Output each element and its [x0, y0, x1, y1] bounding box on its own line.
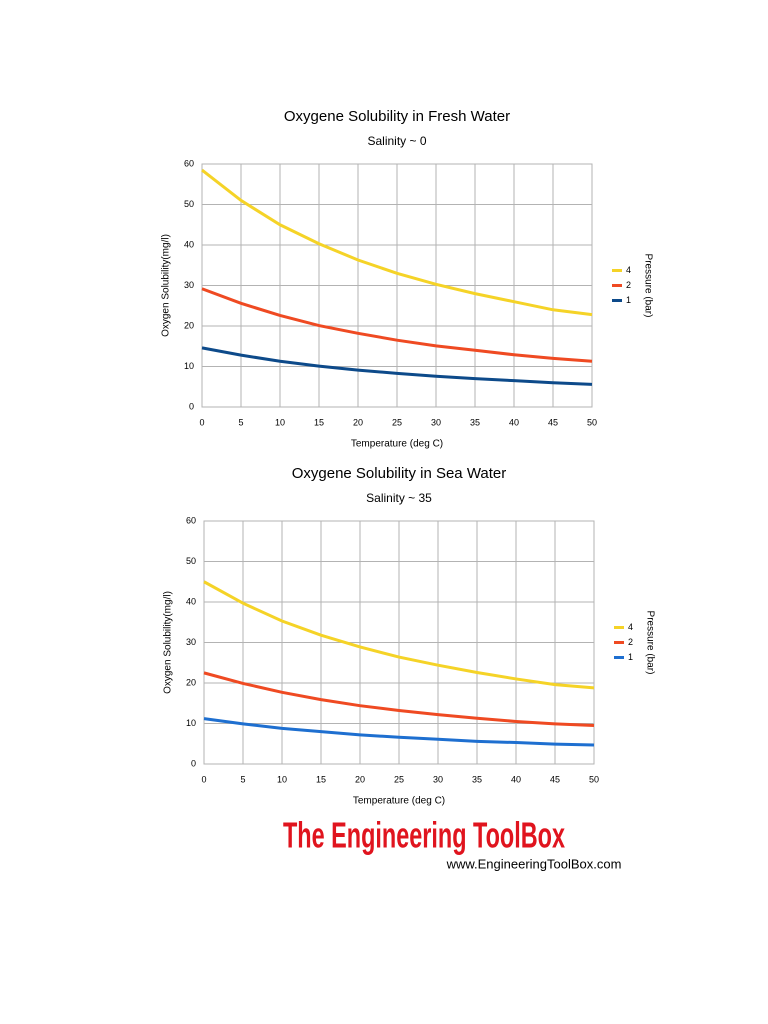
legend-label: 4 — [628, 622, 633, 632]
url: www.EngineeringToolBox.com — [446, 856, 622, 871]
y-tick-label: 20 — [184, 320, 194, 330]
y-tick-label: 0 — [191, 758, 196, 768]
y-tick-label: 10 — [186, 718, 196, 728]
legend-label: 2 — [628, 637, 633, 647]
series-line — [201, 346, 593, 386]
x-axis-label: Temperature (deg C) — [353, 796, 445, 807]
y-axis-label: Oxygen Solubility(mg/l) — [163, 591, 174, 694]
y-tick-label: 50 — [184, 199, 194, 209]
y-tick-label: 60 — [184, 158, 194, 168]
y-tick-label: 30 — [186, 637, 196, 647]
x-tick-label: 45 — [550, 774, 560, 784]
legend-label: 1 — [628, 652, 633, 662]
x-axis-label: Temperature (deg C) — [351, 439, 443, 450]
x-tick-label: 30 — [433, 774, 443, 784]
x-tick-label: 40 — [511, 774, 521, 784]
x-tick-label: 25 — [392, 417, 402, 427]
x-tick-label: 15 — [314, 417, 324, 427]
series-line — [201, 168, 593, 317]
x-tick-label: 10 — [277, 774, 287, 784]
y-axis-label: Oxygen Solubility(mg/l) — [161, 234, 172, 337]
chart-title: Oxygene Solubility in Sea Water — [292, 465, 507, 482]
x-tick-label: 5 — [238, 417, 243, 427]
x-tick-label: 50 — [589, 774, 599, 784]
x-tick-label: 35 — [470, 417, 480, 427]
x-tick-label: 45 — [548, 417, 558, 427]
x-tick-label: 35 — [472, 774, 482, 784]
logo: The Engineering ToolBox — [283, 815, 565, 856]
x-tick-label: 10 — [275, 417, 285, 427]
chart-subtitle: Salinity ~ 35 — [366, 491, 432, 505]
chart-subtitle: Salinity ~ 0 — [367, 134, 426, 148]
series-line — [203, 717, 595, 747]
series-line — [203, 671, 595, 728]
y-tick-label: 50 — [186, 556, 196, 566]
y-tick-label: 30 — [184, 280, 194, 290]
x-tick-label: 5 — [240, 774, 245, 784]
x-tick-label: 20 — [355, 774, 365, 784]
legend-title: Pressure (bar) — [642, 254, 653, 318]
legend-label: 2 — [626, 280, 631, 290]
series-line — [203, 580, 595, 690]
legend-label: 1 — [626, 295, 631, 305]
x-tick-label: 0 — [199, 417, 204, 427]
chart-title: Oxygene Solubility in Fresh Water — [284, 108, 510, 125]
series-line — [201, 287, 593, 363]
x-tick-label: 50 — [587, 417, 597, 427]
x-tick-label: 0 — [201, 774, 206, 784]
y-tick-label: 40 — [186, 596, 196, 606]
x-tick-label: 30 — [431, 417, 441, 427]
y-tick-label: 40 — [184, 239, 194, 249]
legend-label: 4 — [626, 265, 631, 275]
x-tick-label: 40 — [509, 417, 519, 427]
y-tick-label: 20 — [186, 677, 196, 687]
x-tick-label: 15 — [316, 774, 326, 784]
y-tick-label: 0 — [189, 401, 194, 411]
legend-title: Pressure (bar) — [644, 611, 655, 675]
x-tick-label: 25 — [394, 774, 404, 784]
y-tick-label: 60 — [186, 515, 196, 525]
y-tick-label: 10 — [184, 361, 194, 371]
x-tick-label: 20 — [353, 417, 363, 427]
